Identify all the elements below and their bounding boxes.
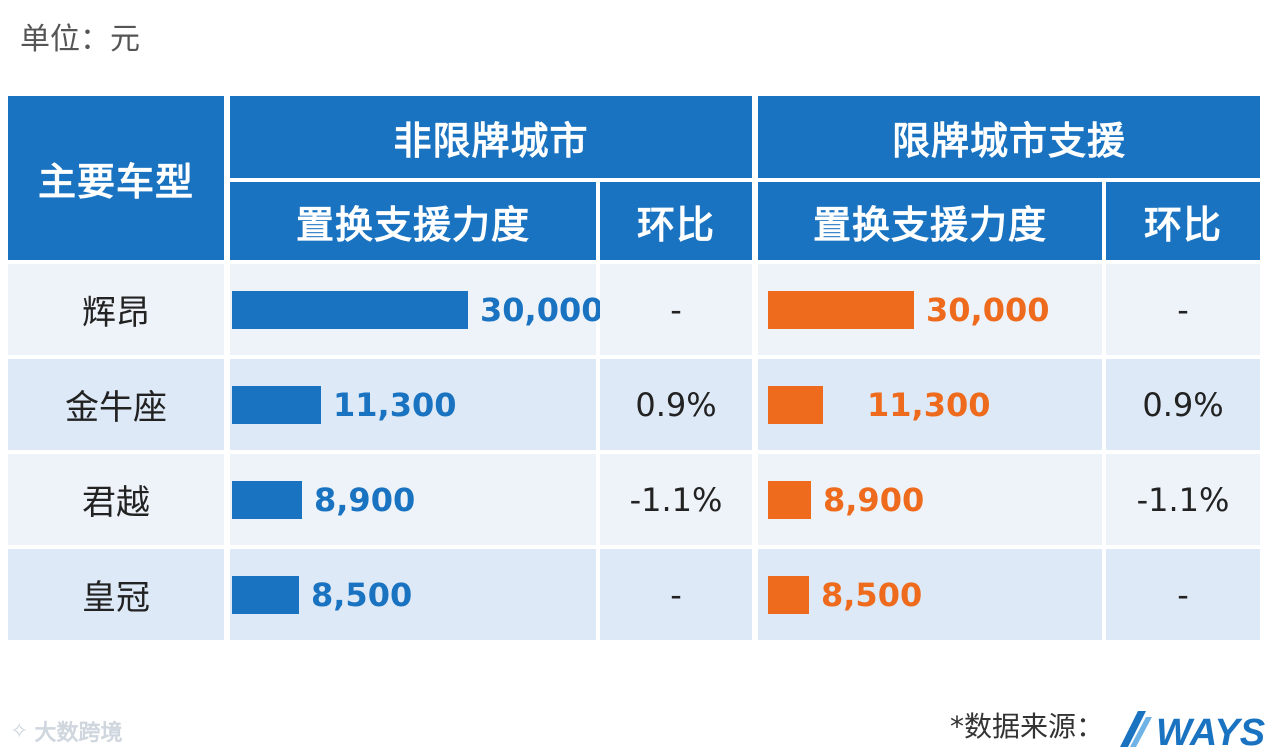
- restricted-value-label: 30,000: [926, 290, 1050, 329]
- non-restricted-support-cell: 8,500: [230, 549, 596, 640]
- non-restricted-value-label: 30,000: [480, 290, 604, 329]
- restricted-bar: [768, 480, 811, 519]
- subheader-mom-non-label: 环比: [636, 202, 715, 247]
- non-restricted-bar: [232, 575, 299, 614]
- restricted-value-label: 8,900: [823, 480, 925, 519]
- restricted-support-cell: 8,500: [758, 549, 1102, 640]
- restricted-mom-value: -1.1%: [1136, 480, 1230, 519]
- non-restricted-mom-value: -1.1%: [629, 480, 723, 519]
- restricted-mom-cell: -1.1%: [1106, 454, 1260, 545]
- non-restricted-support-cell: 30,000: [230, 264, 603, 355]
- restricted-mom-cell: -: [1106, 549, 1260, 640]
- restricted-bar: [768, 575, 809, 614]
- restricted-bar: [768, 290, 914, 329]
- restricted-value-label: 8,500: [821, 575, 923, 614]
- non-restricted-bar: [232, 480, 302, 519]
- model-cell: 金牛座: [8, 359, 224, 450]
- subheader-support-non: 置换支援力度: [230, 182, 596, 260]
- watermark: ✧ 大数跨境: [10, 715, 122, 747]
- restricted-mom-value: 0.9%: [1142, 385, 1224, 424]
- model-label: 君越: [82, 483, 150, 523]
- header-non-restricted: 非限牌城市: [230, 96, 752, 178]
- logo-text: WAYS: [1156, 712, 1265, 751]
- watermark-text: 大数跨境: [34, 721, 123, 746]
- model-label: 金牛座: [65, 388, 167, 428]
- restricted-support-cell: 11,300: [758, 359, 1102, 450]
- ways-logo: WAYS: [1120, 711, 1265, 751]
- non-restricted-mom-cell: -: [600, 549, 752, 640]
- subheader-mom-res: 环比: [1106, 182, 1260, 260]
- header-model-label: 主要车型: [37, 159, 194, 204]
- non-restricted-value-label: 8,900: [314, 480, 416, 519]
- subheader-mom-non: 环比: [600, 182, 752, 260]
- restricted-support-cell: 30,000: [758, 264, 1102, 355]
- watermark-icon: ✧: [10, 718, 29, 744]
- comparison-table: 主要车型 非限牌城市 限牌城市支援 置换支援力度 环比 置换支援力度 环比 辉昂…: [8, 96, 1260, 640]
- non-restricted-mom-value: 0.9%: [635, 385, 717, 424]
- header-restricted: 限牌城市支援: [758, 96, 1260, 178]
- non-restricted-support-cell: 8,900: [230, 454, 596, 545]
- source-label: *数据来源：: [949, 710, 1104, 743]
- non-restricted-mom-value: -: [670, 575, 682, 614]
- non-restricted-bar: [232, 385, 321, 424]
- restricted-value-label: 11,300: [867, 385, 991, 424]
- subheader-support-res-label: 置换支援力度: [812, 202, 1047, 247]
- non-restricted-bar: [232, 290, 468, 329]
- non-restricted-value-label: 8,500: [311, 575, 413, 614]
- logo-swoosh: [1120, 711, 1146, 747]
- subheader-support-non-label: 置换支援力度: [295, 202, 530, 247]
- model-cell: 皇冠: [8, 549, 224, 640]
- non-restricted-mom-cell: -1.1%: [600, 454, 752, 545]
- non-restricted-mom-cell: -: [600, 264, 752, 355]
- model-cell: 辉昂: [8, 264, 224, 355]
- restricted-bar: [768, 385, 823, 424]
- restricted-mom-cell: 0.9%: [1106, 359, 1260, 450]
- restricted-mom-value: -: [1177, 290, 1189, 329]
- header-model: 主要车型: [8, 96, 224, 260]
- model-label: 皇冠: [82, 578, 150, 618]
- unit-label: 单位：元: [20, 22, 140, 57]
- model-label: 辉昂: [82, 293, 150, 333]
- restricted-support-cell: 8,900: [758, 454, 1102, 545]
- subheader-mom-res-label: 环比: [1143, 202, 1222, 247]
- header-non-restricted-label: 非限牌城市: [393, 118, 589, 163]
- non-restricted-mom-value: -: [670, 290, 682, 329]
- non-restricted-value-label: 11,300: [333, 385, 457, 424]
- non-restricted-support-cell: 11,300: [230, 359, 596, 450]
- logo-swoosh-light: [1130, 717, 1152, 747]
- model-cell: 君越: [8, 454, 224, 545]
- subheader-support-res: 置换支援力度: [758, 182, 1102, 260]
- restricted-mom-value: -: [1177, 575, 1189, 614]
- header-restricted-label: 限牌城市支援: [891, 118, 1126, 163]
- non-restricted-mom-cell: 0.9%: [600, 359, 752, 450]
- restricted-mom-cell: -: [1106, 264, 1260, 355]
